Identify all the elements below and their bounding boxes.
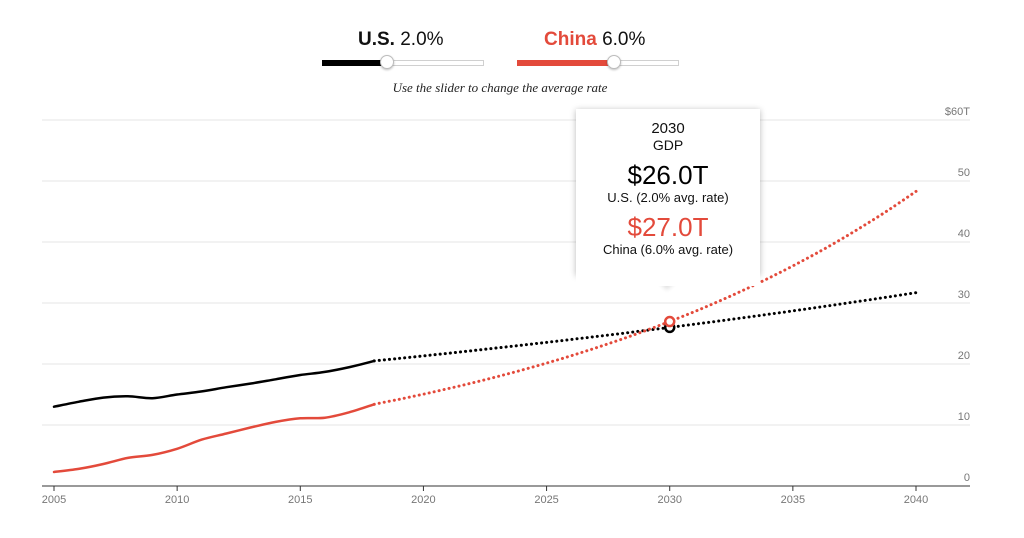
x-tick-label-2015: 2015 xyxy=(288,494,312,506)
y-tick-label-20: 20 xyxy=(958,350,970,362)
y-tick-label-0: 0 xyxy=(964,472,970,484)
china-name: China xyxy=(544,29,597,50)
y-tick-label-30: 30 xyxy=(958,289,970,301)
us-historical-line xyxy=(52,359,376,408)
tooltip-china-label: China (6.0% avg. rate) xyxy=(602,242,734,257)
y-axis: 0 10 20 30 40 50 $60T xyxy=(945,106,970,484)
x-tick-label-2030: 2030 xyxy=(657,494,681,506)
series-lines xyxy=(52,189,918,474)
x-tick-label-2035: 2035 xyxy=(781,494,805,506)
china-rate-label: China 6.0% xyxy=(544,28,645,52)
x-tick-label-2025: 2025 xyxy=(534,494,558,506)
us-rate-value: 2.0% xyxy=(400,29,444,50)
tooltip-us-label: U.S. (2.0% avg. rate) xyxy=(607,190,729,205)
us-slider-fill xyxy=(322,60,387,66)
us-rate-label: U.S. 2.0% xyxy=(358,28,444,52)
highlight-markers xyxy=(663,315,676,334)
y-tick-label-40: 40 xyxy=(958,228,970,240)
tooltip-china-value: $27.0T xyxy=(627,212,709,242)
tooltip-us-value: $26.0T xyxy=(627,160,709,190)
china-rate-value: 6.0% xyxy=(602,29,646,50)
x-tick-label-2010: 2010 xyxy=(165,494,189,506)
china-projection-line xyxy=(372,189,918,406)
y-tick-label-10: 10 xyxy=(958,411,970,423)
grid-lines xyxy=(42,119,970,426)
tooltip-metric: GDP xyxy=(652,137,684,153)
y-tick-label-60: $60T xyxy=(945,106,970,118)
china-highlight-point xyxy=(663,315,676,328)
x-tick-label-2020: 2020 xyxy=(411,494,435,506)
x-axis: 2005 2010 2015 2020 2025 2030 2035 2040 xyxy=(42,485,970,506)
china-rate-slider[interactable] xyxy=(517,55,679,69)
china-slider-fill xyxy=(517,60,615,66)
us-name: U.S. xyxy=(358,29,395,50)
us-slider-handle[interactable] xyxy=(379,55,394,69)
tooltip-year: 2030 xyxy=(651,120,685,137)
rate-controls: U.S. 2.0% China 6.0% xyxy=(0,28,1024,78)
x-tick-label-2040: 2040 xyxy=(904,494,928,506)
china-historical-line xyxy=(52,403,376,474)
china-slider-handle[interactable] xyxy=(607,55,622,69)
y-tick-label-50: 50 xyxy=(958,167,970,179)
slider-instruction: Use the slider to change the average rat… xyxy=(392,80,608,95)
gdp-tooltip: 2030 GDP $26.0T U.S. (2.0% avg. rate) $2… xyxy=(576,109,760,286)
us-rate-slider[interactable] xyxy=(322,55,484,69)
x-tick-label-2005: 2005 xyxy=(42,494,66,506)
us-projection-line xyxy=(372,291,918,363)
